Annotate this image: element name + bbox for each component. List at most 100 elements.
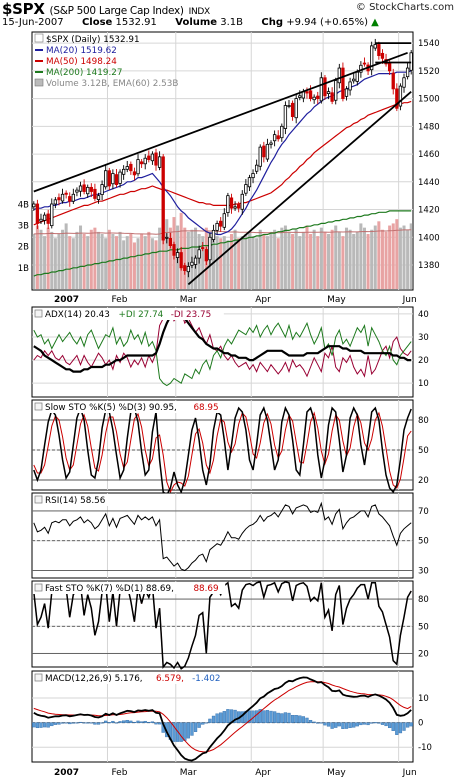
bottom-x-label: 2007 — [54, 768, 79, 778]
price-candle — [204, 249, 208, 262]
volume-bar — [64, 223, 68, 289]
macd-histogram-bar — [395, 722, 399, 735]
adx-y-tick: 20 — [418, 356, 429, 366]
price-candle — [265, 143, 270, 160]
price-candle — [114, 174, 119, 185]
macd-histogram-bar — [179, 722, 183, 742]
macd-signal-line — [33, 681, 412, 753]
price-candle — [312, 96, 316, 101]
price-y-tick: 1540 — [418, 39, 440, 49]
price-legend-2: MA(50) 1498.24 — [46, 57, 117, 67]
macd-histogram-bar — [280, 713, 284, 723]
volume-bar — [240, 236, 244, 289]
price-candle — [107, 170, 111, 187]
macd-histogram-bar — [402, 722, 406, 731]
macd-histogram-bar — [143, 720, 147, 723]
macd-histogram-bar — [233, 709, 237, 723]
price-candle — [240, 193, 244, 210]
macd-y-tick: 0 — [418, 719, 423, 729]
macd-histogram-bar — [219, 712, 223, 723]
macd-legend-bg — [33, 672, 230, 684]
price-candle — [35, 203, 40, 224]
price-x-label: May — [327, 295, 346, 305]
volume-bar — [391, 223, 395, 289]
macd-legend-0: MACD(12,26,9) 5.176, — [45, 674, 143, 684]
volume-bar — [114, 236, 118, 289]
macd-histogram-bar — [64, 722, 68, 724]
macd-histogram-bar — [129, 720, 133, 723]
close-value: 1532.91 — [115, 17, 157, 28]
volume-bar — [136, 238, 140, 289]
fast-sto-legend-1: 88.69 — [193, 584, 218, 594]
price-candle — [254, 164, 259, 172]
exchange-label: INDX — [188, 7, 211, 17]
adx-legend-bg — [33, 308, 224, 320]
price-candle — [197, 249, 201, 259]
price-candle — [334, 80, 338, 101]
fast-sto-panel — [31, 580, 414, 668]
price-y-tick: 1440 — [418, 178, 440, 188]
price-candle — [132, 171, 137, 176]
adx-y-tick: 10 — [418, 379, 429, 389]
macd-histogram-bar — [82, 722, 86, 724]
volume-bar — [406, 229, 410, 289]
volume-bar — [316, 236, 320, 289]
macd-y-tick: -10 — [418, 743, 432, 753]
volume-bar — [129, 234, 133, 289]
price-candle — [53, 199, 58, 205]
macd-histogram-bar — [294, 715, 298, 723]
trendline-upper-rising — [33, 51, 408, 193]
price-candle — [298, 95, 302, 98]
macd-legend-1: 6.579, — [156, 674, 184, 684]
price-candle — [201, 247, 205, 249]
fast-sto-y-tick: 80 — [418, 595, 429, 605]
adx-legend-marker-icon — [34, 309, 43, 318]
volume-bar — [309, 234, 313, 289]
macd-histogram-bar — [46, 722, 50, 728]
volume-bar — [75, 231, 79, 289]
macd-histogram-bar — [352, 722, 356, 728]
volume-bar — [388, 225, 392, 289]
price-candle — [380, 52, 385, 59]
macd-histogram-bar — [272, 711, 277, 723]
price-candle — [344, 88, 349, 97]
macd-histogram-bar — [104, 720, 108, 723]
price-candle — [172, 244, 176, 256]
macd-histogram-bar — [57, 722, 61, 725]
fast-sto-y-tick: 20 — [418, 649, 429, 659]
volume-bar — [352, 234, 356, 289]
volume-bar — [57, 234, 61, 289]
macd-histogram-bar — [398, 722, 403, 734]
fast-sto-legend-bg — [33, 582, 226, 594]
ma20-line — [33, 70, 412, 236]
price-candle — [93, 188, 97, 199]
slow-sto-k-line — [33, 405, 412, 497]
price-candle — [75, 189, 79, 193]
adx-y-tick: 30 — [418, 333, 429, 343]
macd-histogram-bar — [362, 722, 367, 725]
volume-bar — [86, 236, 90, 289]
volume-bar — [104, 238, 108, 289]
price-y-tick: 1420 — [418, 206, 440, 216]
change-label: Chg — [261, 17, 284, 28]
price-candle — [211, 229, 216, 240]
price-candle — [82, 184, 86, 192]
macd-histogram-bar — [32, 722, 36, 728]
price-candle — [370, 45, 374, 71]
volume-bar — [402, 225, 406, 289]
macd-histogram-bar — [172, 722, 176, 742]
volume-bar — [43, 236, 47, 289]
price-candle — [64, 192, 68, 195]
volume-bar — [330, 229, 334, 289]
price-candle — [373, 44, 377, 49]
macd-histogram-bar — [380, 722, 385, 725]
volume-bar — [373, 225, 377, 289]
price-candle — [68, 196, 72, 202]
price-candle — [183, 265, 187, 271]
volume-bar — [384, 231, 388, 289]
price-candle — [305, 91, 309, 94]
volume-bar — [219, 238, 223, 289]
price-legend-1: MA(20) 1519.62 — [46, 46, 117, 56]
volume-bar — [50, 231, 54, 289]
volume-bar — [344, 227, 349, 289]
